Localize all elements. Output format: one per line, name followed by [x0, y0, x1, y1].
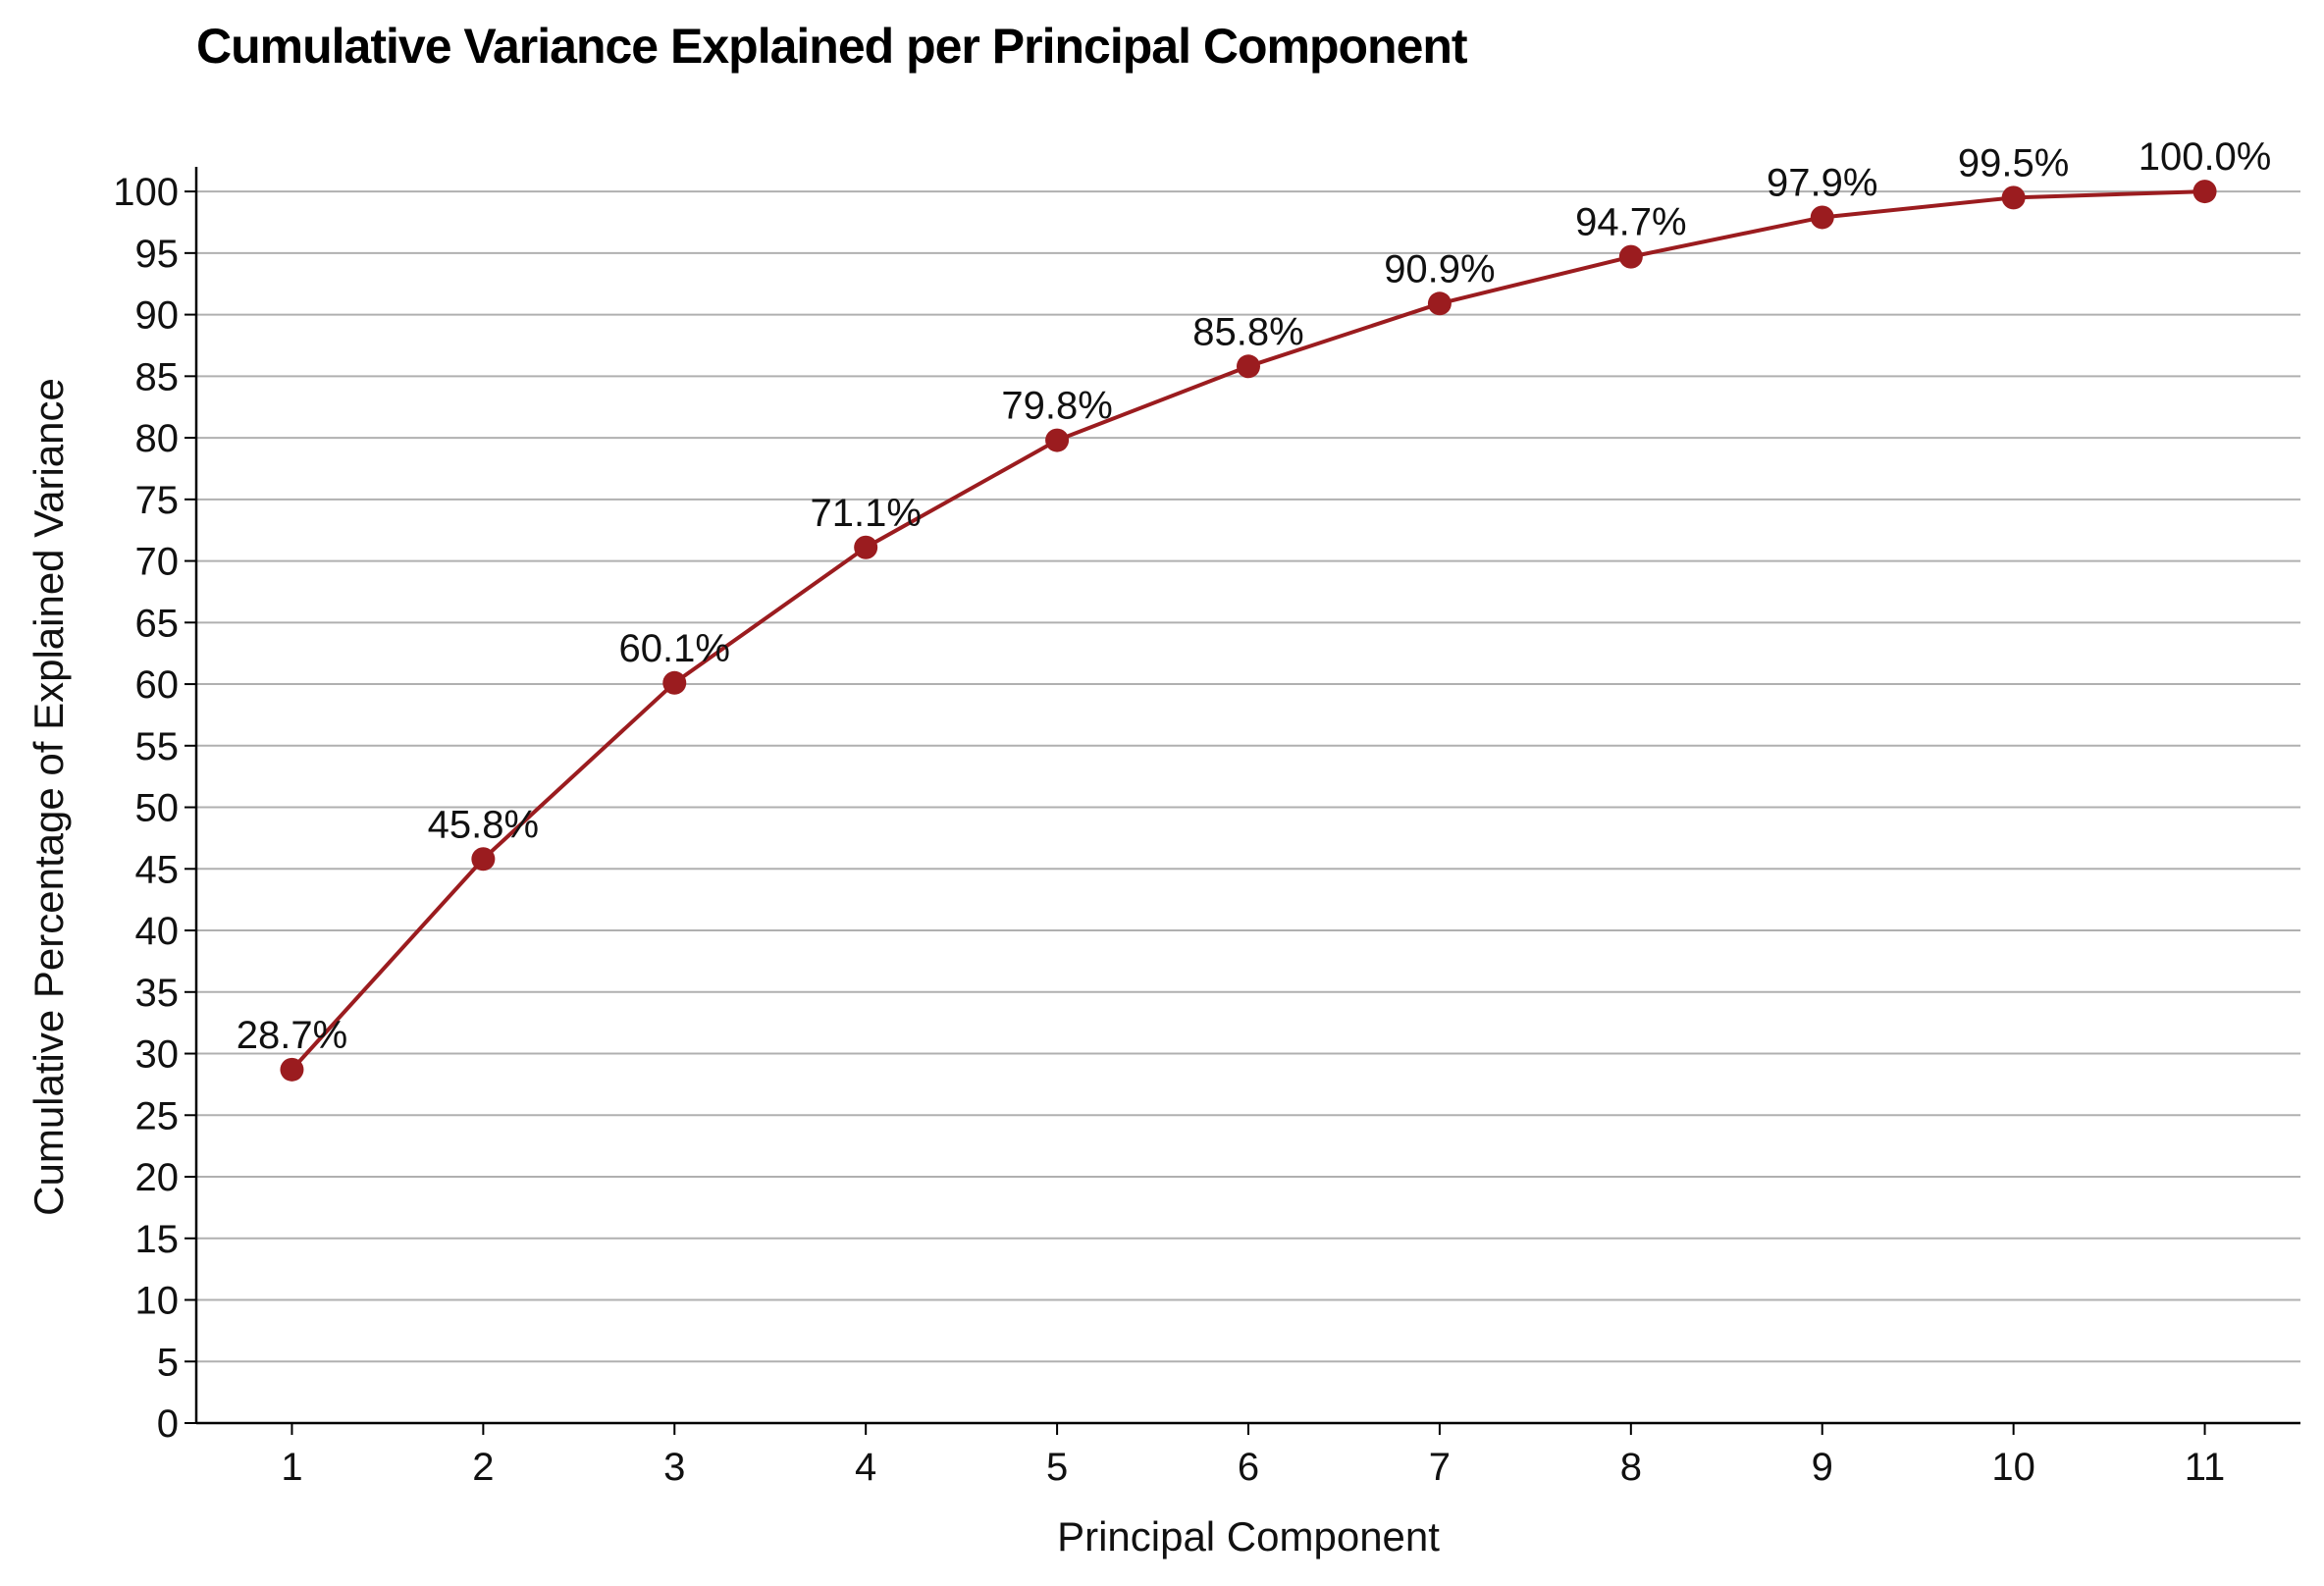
grid-lines	[196, 190, 2300, 1363]
x-tick-label: 1	[281, 1446, 302, 1489]
y-tick-label: 20	[135, 1156, 180, 1199]
y-tick-label: 15	[135, 1218, 180, 1261]
data-point	[662, 670, 687, 695]
data-point	[854, 535, 878, 559]
data-point	[2192, 180, 2217, 204]
data-point	[471, 847, 496, 872]
y-tick-label: 10	[135, 1280, 180, 1323]
data-label: 60.1%	[619, 627, 730, 670]
data-label: 71.1%	[810, 492, 921, 535]
data-label: 99.5%	[1958, 141, 2069, 185]
y-tick-label: 25	[135, 1094, 180, 1137]
y-tick-label: 90	[135, 294, 180, 338]
y-axis-ticks: 0 5 10 15 20 25 30 35 40 45 50 55 60 65 70 75 80 85 90 95 10…	[113, 171, 196, 1446]
x-tick-label: 6	[1238, 1446, 1259, 1489]
data-point	[1237, 354, 1260, 379]
data-label: 28.7%	[237, 1014, 347, 1057]
y-tick-label: 45	[135, 848, 180, 891]
data-point	[1618, 244, 1643, 269]
y-tick-label: 50	[135, 787, 180, 830]
x-tick-label: 9	[1812, 1446, 1833, 1489]
data-label: 85.8%	[1192, 310, 1303, 353]
x-tick-label: 10	[1991, 1446, 2035, 1489]
x-tick-label: 2	[472, 1446, 494, 1489]
y-tick-label: 40	[135, 910, 180, 953]
y-tick-label: 35	[135, 972, 180, 1015]
data-label: 100.0%	[2139, 135, 2272, 179]
data-label: 79.8%	[1001, 385, 1112, 428]
y-tick-label: 100	[113, 171, 179, 214]
data-label: 45.8%	[428, 803, 539, 846]
y-tick-label: 65	[135, 602, 180, 645]
data-labels: 28.7% 45.8% 60.1% 71.1% 79.8% 85.8% 90.9% 94.7%…	[237, 135, 2272, 1057]
y-tick-label: 75	[135, 479, 180, 522]
y-tick-label: 60	[135, 663, 180, 707]
chart-title: Cumulative Variance Explained per Princi…	[196, 19, 1468, 74]
data-point	[1427, 291, 1452, 316]
series-layer	[280, 180, 2217, 1082]
data-label: 94.7%	[1575, 201, 1686, 244]
data-label: 97.9%	[1767, 161, 1877, 204]
y-tick-label: 30	[135, 1033, 180, 1077]
data-label: 90.9%	[1384, 247, 1495, 291]
data-point	[1045, 428, 1070, 452]
data-point	[2001, 185, 2026, 210]
y-axis-label: Cumulative Percentage of Explained Varia…	[26, 378, 72, 1216]
y-tick-label: 55	[135, 725, 180, 768]
y-tick-label: 0	[157, 1402, 179, 1446]
data-point	[280, 1057, 304, 1082]
y-tick-label: 95	[135, 233, 180, 276]
y-tick-label: 70	[135, 541, 180, 584]
y-tick-label: 85	[135, 355, 180, 398]
y-tick-label: 5	[157, 1341, 179, 1384]
data-point	[1810, 205, 1834, 230]
x-tick-label: 5	[1046, 1446, 1068, 1489]
x-tick-label: 8	[1620, 1446, 1642, 1489]
x-tick-label: 7	[1429, 1446, 1451, 1489]
x-axis-ticks: 1 2 3 4 5 6 7 8 9 10 11	[281, 1423, 2225, 1489]
x-tick-label: 4	[855, 1446, 876, 1489]
y-tick-label: 80	[135, 417, 180, 460]
x-tick-label: 11	[2185, 1446, 2226, 1489]
x-axis-label: Principal Component	[1057, 1513, 1440, 1560]
x-tick-label: 3	[663, 1446, 685, 1489]
